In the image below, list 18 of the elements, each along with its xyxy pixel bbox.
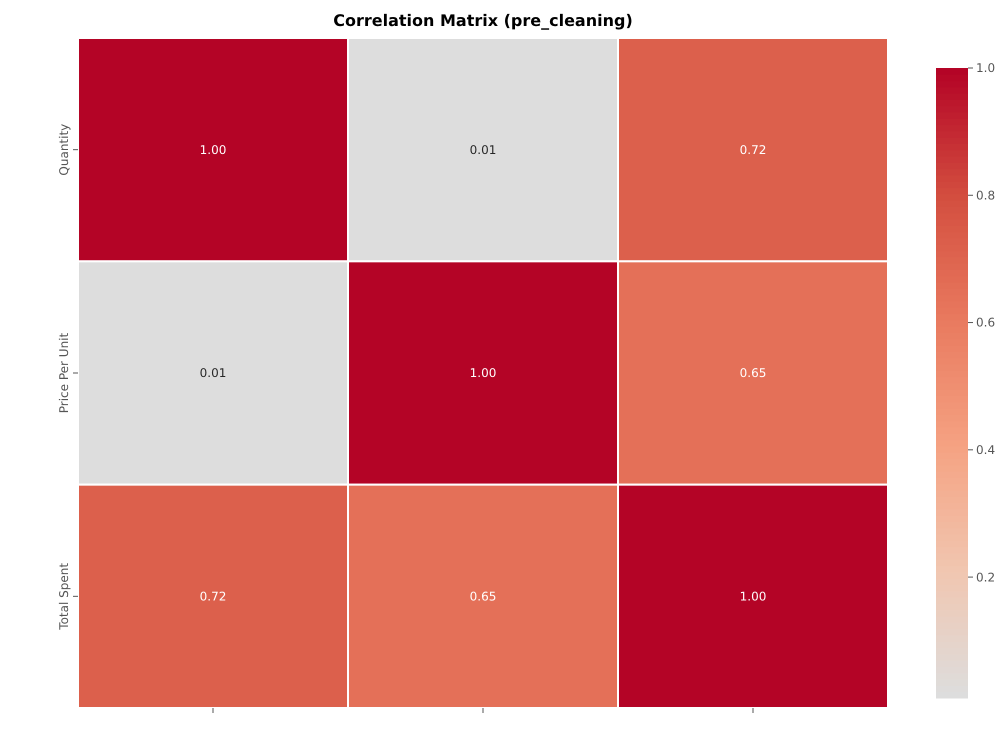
data-label: 1.00	[470, 366, 496, 380]
color-bar-label: 0.4	[976, 443, 996, 458]
color-bar-label: 0.2	[976, 570, 996, 584]
chart-title: Correlation Matrix (pre_cleaning)	[333, 11, 633, 30]
data-label: 0.01	[200, 366, 226, 380]
data-label: 0.65	[470, 590, 496, 604]
data-label: 0.65	[740, 366, 766, 380]
color-bar-label: 0.6	[976, 316, 996, 330]
y-tick-label: Total Spent	[57, 562, 71, 631]
color-bar-label: 0.8	[976, 188, 996, 202]
y-tick-label: Quantity	[57, 124, 71, 176]
data-label: 1.00	[200, 142, 226, 157]
data-label: 0.01	[470, 142, 496, 157]
data-label: 1.00	[740, 590, 766, 604]
y-tick-label: Price Per Unit	[57, 332, 71, 414]
data-label: 0.72	[740, 142, 766, 157]
data-label: 0.72	[200, 590, 226, 604]
color-bar-label: 1.0	[976, 61, 996, 76]
